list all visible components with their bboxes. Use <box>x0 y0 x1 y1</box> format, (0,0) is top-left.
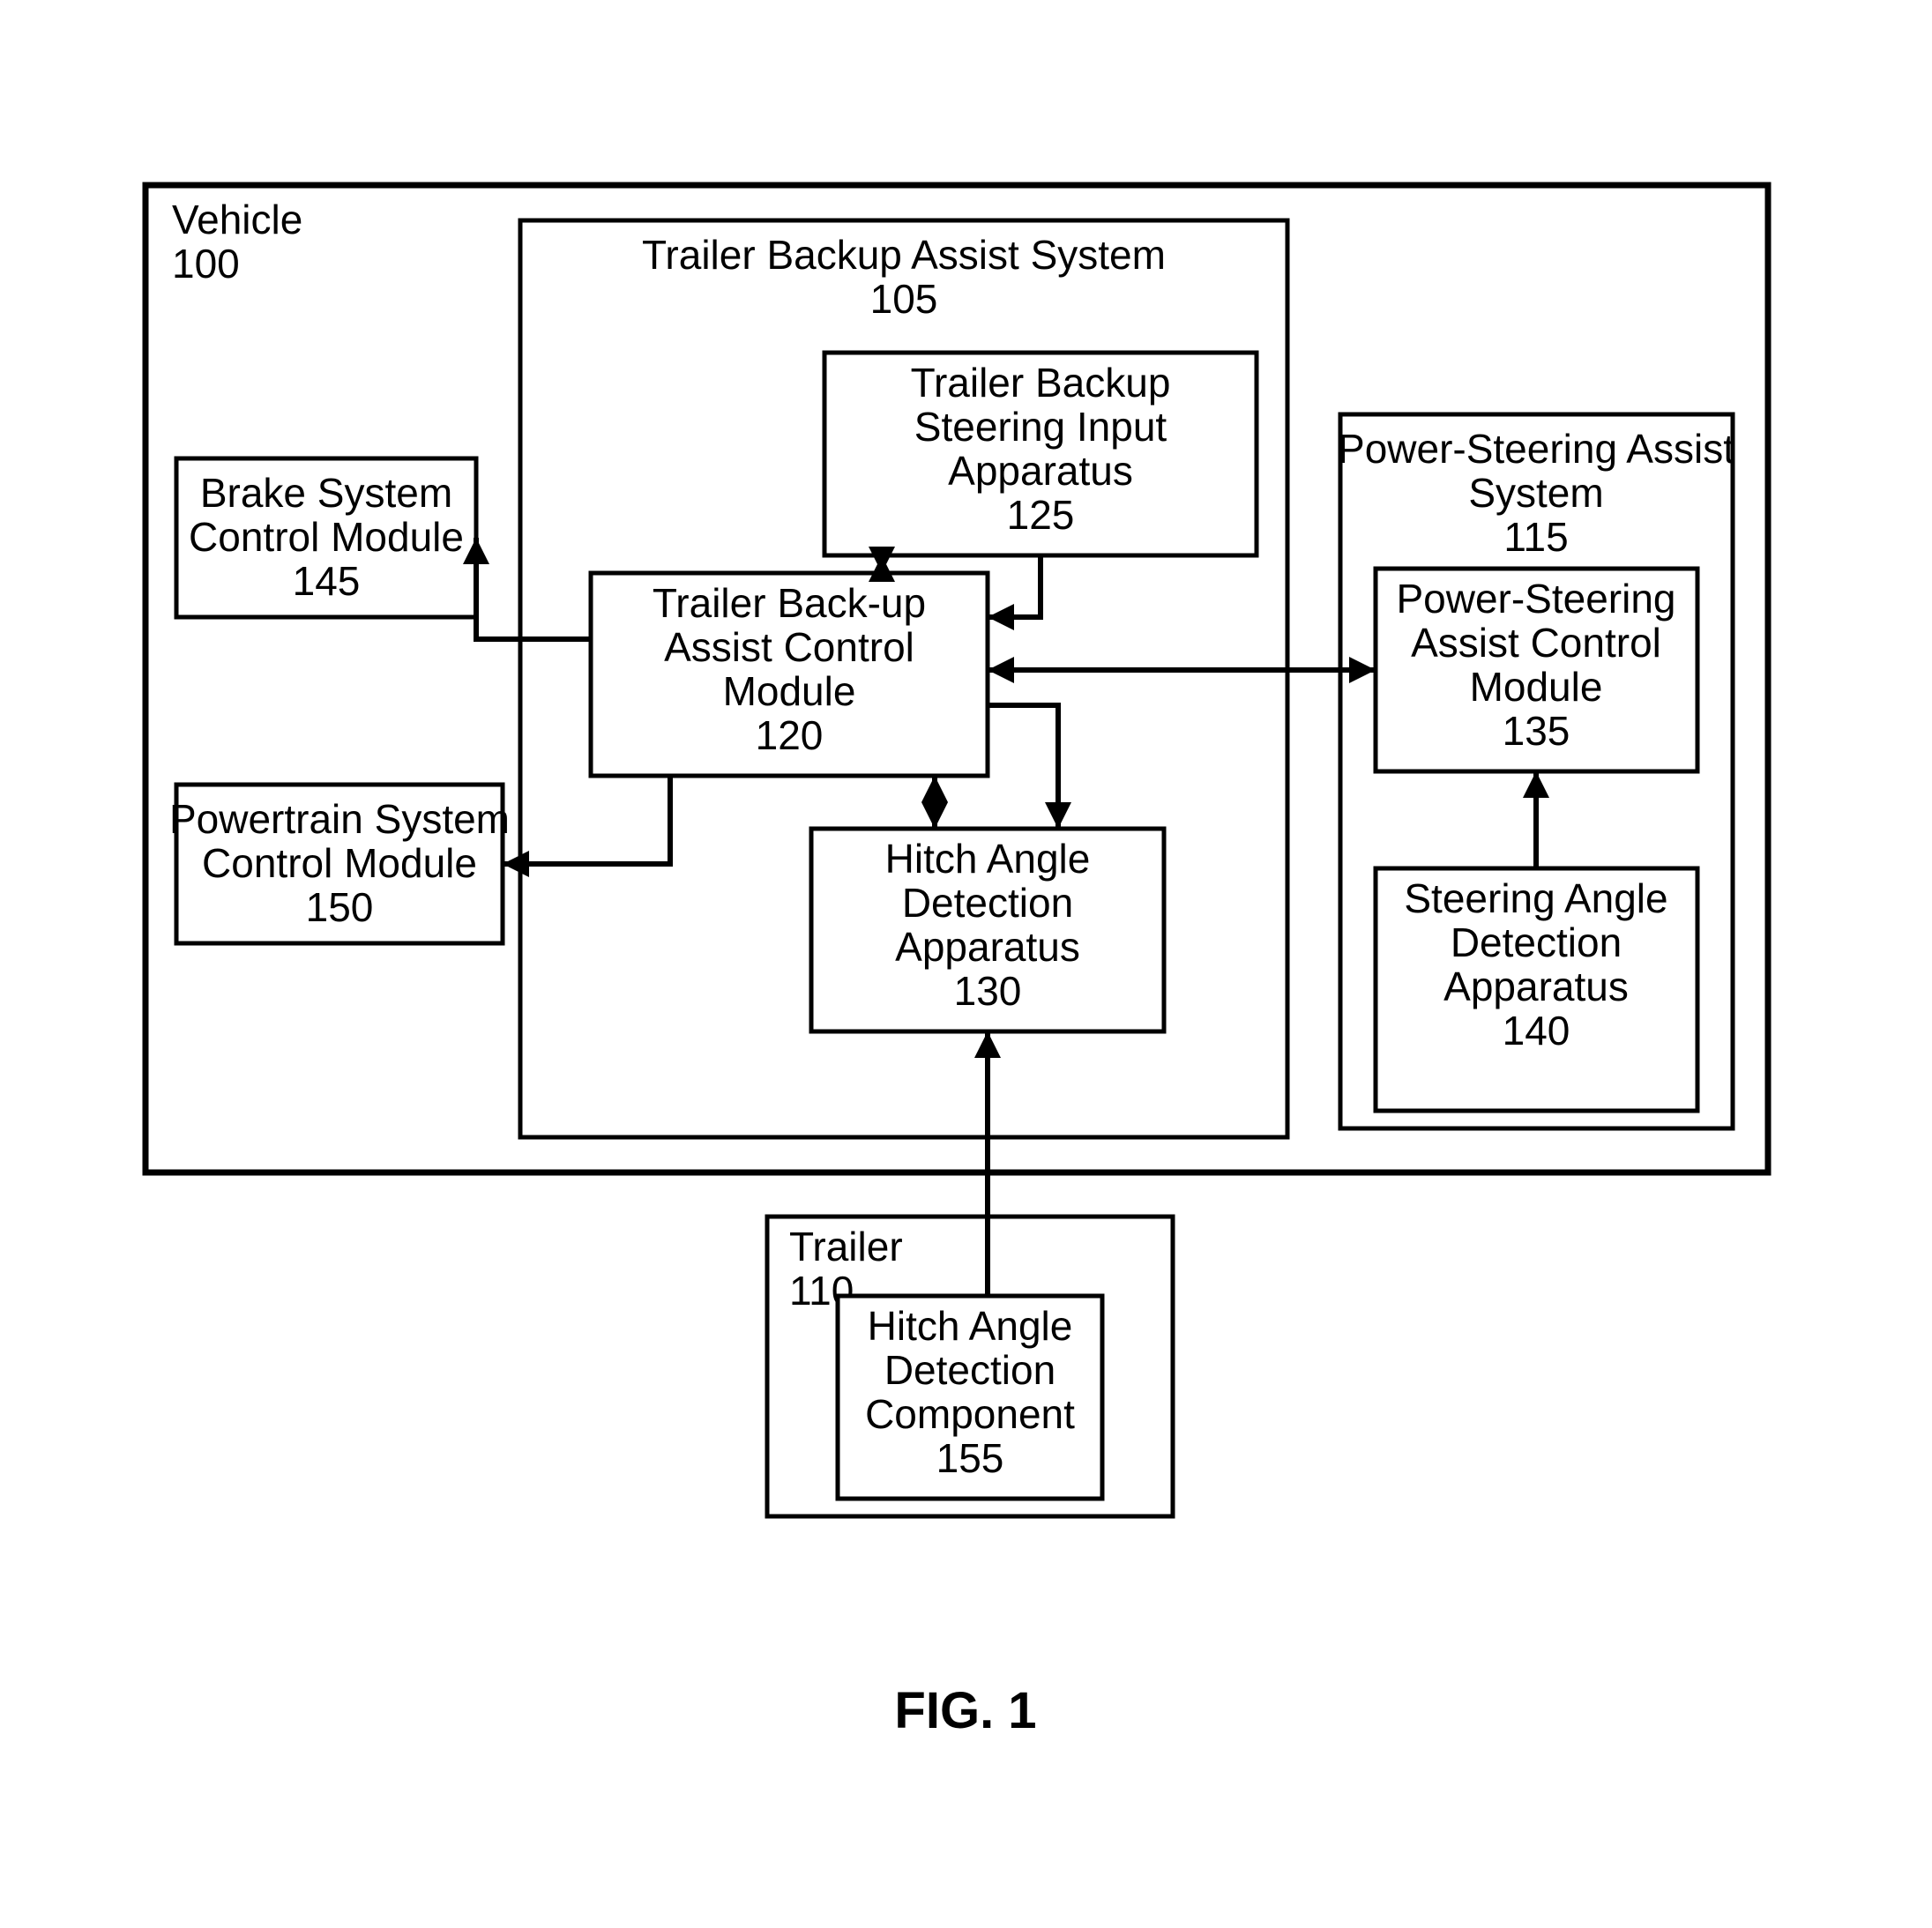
label-tbacm-line3: 120 <box>756 712 824 758</box>
label-hada-line3: 130 <box>954 968 1022 1014</box>
label-psacm-line3: 135 <box>1503 708 1570 754</box>
label-sada-line0: Steering Angle <box>1404 875 1667 921</box>
box-powertrain: Powertrain SystemControl Module150 <box>169 785 510 943</box>
label-vehicle-line1: 100 <box>172 241 240 287</box>
label-brake-line0: Brake System <box>200 470 452 516</box>
label-sada-line3: 140 <box>1503 1008 1570 1053</box>
label-tbsi-line2: Apparatus <box>948 448 1133 494</box>
label-psacm-line0: Power-Steering <box>1396 576 1675 622</box>
label-tbas-line1: 105 <box>870 276 938 322</box>
label-sada-line2: Apparatus <box>1443 964 1629 1009</box>
label-brake-line1: Control Module <box>189 514 464 560</box>
label-hadc-line0: Hitch Angle <box>868 1303 1073 1349</box>
label-tbsi-line1: Steering Input <box>914 404 1167 450</box>
label-tbsi-line0: Trailer Backup <box>911 360 1171 406</box>
label-powertrain-line2: 150 <box>306 884 374 930</box>
label-trailer-line0: Trailer <box>789 1224 903 1269</box>
label-hada-line1: Detection <box>902 880 1073 926</box>
label-hada-line2: Apparatus <box>895 924 1080 970</box>
label-psas-line2: 115 <box>1503 514 1568 560</box>
label-powertrain-line0: Powertrain System <box>169 796 510 842</box>
label-psacm-line2: Module <box>1470 664 1603 710</box>
box-psacm: Power-SteeringAssist ControlModule135 <box>1376 569 1697 771</box>
label-hadc-line3: 155 <box>936 1435 1004 1481</box>
box-hada: Hitch AngleDetectionApparatus130 <box>811 829 1164 1031</box>
box-tbsi: Trailer BackupSteering InputApparatus125 <box>824 353 1257 555</box>
label-hada-line0: Hitch Angle <box>885 836 1091 882</box>
label-tbacm-line1: Assist Control <box>664 624 914 670</box>
label-hadc-line2: Component <box>865 1391 1075 1437</box>
label-tbacm-line0: Trailer Back-up <box>653 580 926 626</box>
figure-caption: FIG. 1 <box>894 1682 1036 1739</box>
diagram-root: Vehicle100 Trailer Backup Assist System10… <box>0 0 1932 1928</box>
box-tbacm: Trailer Back-upAssist ControlModule120 <box>591 573 988 776</box>
box-brake: Brake SystemControl Module145 <box>176 458 476 617</box>
label-sada-line1: Detection <box>1451 919 1622 965</box>
box-hadc: Hitch AngleDetectionComponent155 <box>838 1296 1102 1499</box>
label-tbacm-line2: Module <box>723 668 856 714</box>
label-psas-line1: System <box>1468 470 1603 516</box>
label-tbsi-line3: 125 <box>1007 492 1075 538</box>
label-powertrain-line1: Control Module <box>202 840 477 886</box>
box-sada: Steering AngleDetectionApparatus140 <box>1376 868 1697 1111</box>
label-brake-line2: 145 <box>293 558 361 604</box>
label-hadc-line1: Detection <box>884 1347 1056 1393</box>
label-tbas-line0: Trailer Backup Assist System <box>642 232 1166 278</box>
label-psacm-line1: Assist Control <box>1411 620 1661 666</box>
diagram-svg: Vehicle100 Trailer Backup Assist System10… <box>0 0 1932 1928</box>
label-vehicle-line0: Vehicle <box>172 197 302 242</box>
label-psas-line0: Power-Steering Assist <box>1338 426 1734 472</box>
